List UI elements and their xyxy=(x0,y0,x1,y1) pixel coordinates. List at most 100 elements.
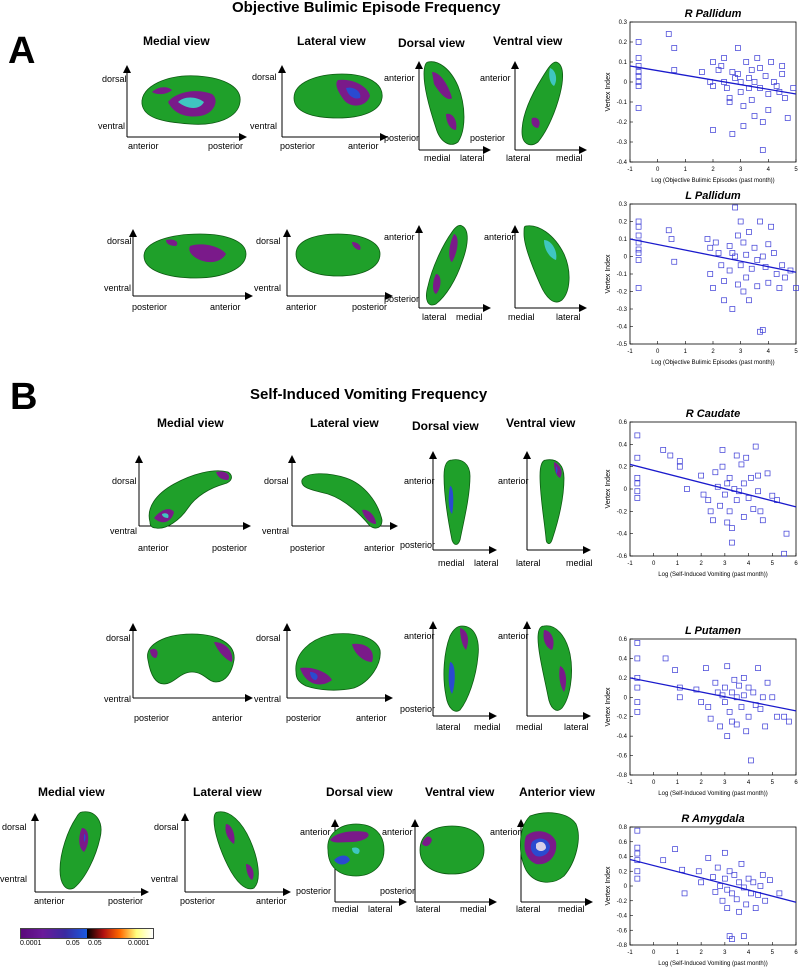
axlbl-b2v-medial: medial xyxy=(516,722,543,732)
view-title-b3-dorsal: Dorsal view xyxy=(326,785,393,799)
brain-b3-lateral xyxy=(213,811,259,890)
data-point xyxy=(635,55,642,61)
colorbar-label-neg-min: 0.0001 xyxy=(20,940,42,947)
y-tick-label: 0.2 xyxy=(619,869,628,875)
data-point xyxy=(634,709,641,715)
data-point xyxy=(718,63,725,69)
data-point xyxy=(748,474,754,481)
x-tick-label: 3 xyxy=(723,561,727,567)
data-point xyxy=(671,45,678,51)
axlbl-a1v-medial: medial xyxy=(556,153,583,163)
data-point xyxy=(779,262,786,269)
y-tick-label: 0.4 xyxy=(619,656,628,662)
data-point xyxy=(726,95,733,101)
x-tick-label: 5 xyxy=(794,349,798,355)
data-point xyxy=(755,665,761,671)
axlbl-b1d-medial: medial xyxy=(438,558,465,568)
view-title-b-medial: Medial view xyxy=(157,416,224,430)
colorbar-positive-gradient xyxy=(87,929,153,938)
axlbl-b3l-dorsal: dorsal xyxy=(154,822,179,832)
data-point xyxy=(715,250,722,256)
axlbl-a1m-dorsal: dorsal xyxy=(102,74,127,84)
axlbl-b2m-anterior: anterior xyxy=(212,713,243,723)
data-point xyxy=(733,452,740,459)
x-tick-label: 3 xyxy=(723,780,727,786)
data-point xyxy=(754,283,761,290)
y-tick-label: 0 xyxy=(624,884,628,890)
brain-b1-ventral xyxy=(539,459,565,544)
axlbl-a1d-lateral: lateral xyxy=(460,153,485,163)
data-point xyxy=(732,253,738,260)
axlbl-a2m-posterior: posterior xyxy=(132,302,168,312)
y-tick-label: 0.1 xyxy=(619,237,628,243)
data-point xyxy=(721,297,727,304)
brain-b3-dorsal xyxy=(327,823,385,877)
axlbl-b2d-medial: medial xyxy=(474,722,501,732)
data-point xyxy=(726,868,733,875)
y-tick-label: -0.4 xyxy=(617,734,628,740)
data-point xyxy=(735,232,741,239)
x-tick-label: 4 xyxy=(747,950,751,956)
y-tick-label: -0.6 xyxy=(617,554,628,560)
data-point xyxy=(724,480,731,487)
y-tick-label: -0.1 xyxy=(617,100,628,106)
data-point xyxy=(750,506,757,512)
axes-a1-ventral xyxy=(511,61,587,154)
brain-a2-medial xyxy=(143,233,247,279)
view-title-b-lateral: Lateral view xyxy=(310,416,379,430)
view-title-b3-medial: Medial view xyxy=(38,785,105,799)
data-point xyxy=(703,665,709,671)
brain-b2-dorsal xyxy=(443,625,479,712)
scatter-chart-2: R Caudate -1 0 1 2 3 4 5 6 -0.6 -0.4 -0.2 0 0.2 0.4 0.6… xyxy=(605,408,798,578)
data-point xyxy=(743,274,750,281)
data-point xyxy=(634,699,641,705)
axlbl-b2l-posterior: posterior xyxy=(286,713,322,723)
data-point xyxy=(735,45,741,51)
x-axis-label: Log (Objective Bulimic Episodes (past mo… xyxy=(651,360,774,366)
data-point xyxy=(759,147,766,153)
data-point xyxy=(746,229,752,235)
axes-a2-lateral xyxy=(283,229,393,300)
data-point xyxy=(765,241,772,248)
axlbl-b2v-anterior: anterior xyxy=(498,631,529,641)
data-point xyxy=(635,246,642,253)
data-point xyxy=(667,452,674,459)
data-point xyxy=(671,258,678,265)
data-point xyxy=(729,689,735,696)
data-point xyxy=(723,85,730,91)
data-point xyxy=(748,265,755,272)
axlbl-b1v-anterior: anterior xyxy=(498,476,529,486)
data-point xyxy=(736,682,742,689)
x-tick-label: 1 xyxy=(684,167,688,173)
axlbl-a1d-anterior: anterior xyxy=(384,73,415,83)
y-tick-label: 0 xyxy=(624,80,628,86)
x-tick-label: 2 xyxy=(699,561,703,567)
x-tick-label: 1 xyxy=(676,780,680,786)
data-point xyxy=(782,95,788,101)
data-point xyxy=(729,718,735,725)
data-point xyxy=(762,897,769,904)
data-point xyxy=(722,684,728,691)
scatter-chart-4: R Amygdala -1 0 1 2 3 4 5 6 -0.8 -0.6 -0.4 -0.2 0 0.2 0… xyxy=(605,813,798,967)
data-point xyxy=(737,218,744,225)
data-point xyxy=(717,883,723,889)
axlbl-b3a-medial: medial xyxy=(558,904,585,914)
brain-b2-ventral xyxy=(537,625,572,711)
data-point xyxy=(710,517,716,524)
data-point xyxy=(762,73,769,79)
data-point xyxy=(726,267,733,274)
y-tick-label: 0.6 xyxy=(619,840,628,846)
y-tick-label: -0.4 xyxy=(617,532,628,538)
data-point xyxy=(705,704,712,710)
axes-b2-ventral xyxy=(523,621,591,720)
data-point xyxy=(790,85,797,91)
data-point xyxy=(672,846,678,852)
data-point xyxy=(724,905,731,911)
view-title-a-lateral: Lateral view xyxy=(297,34,366,48)
data-point xyxy=(740,103,747,109)
scatter-chart-0: R Pallidum -1 0 1 2 3 4 5 -0.4 -0.3 -0.2 -0.1 0 0.1 0.… xyxy=(605,8,798,184)
data-point xyxy=(781,713,787,720)
data-point xyxy=(729,69,736,75)
data-point xyxy=(698,699,704,705)
data-point xyxy=(635,232,642,239)
